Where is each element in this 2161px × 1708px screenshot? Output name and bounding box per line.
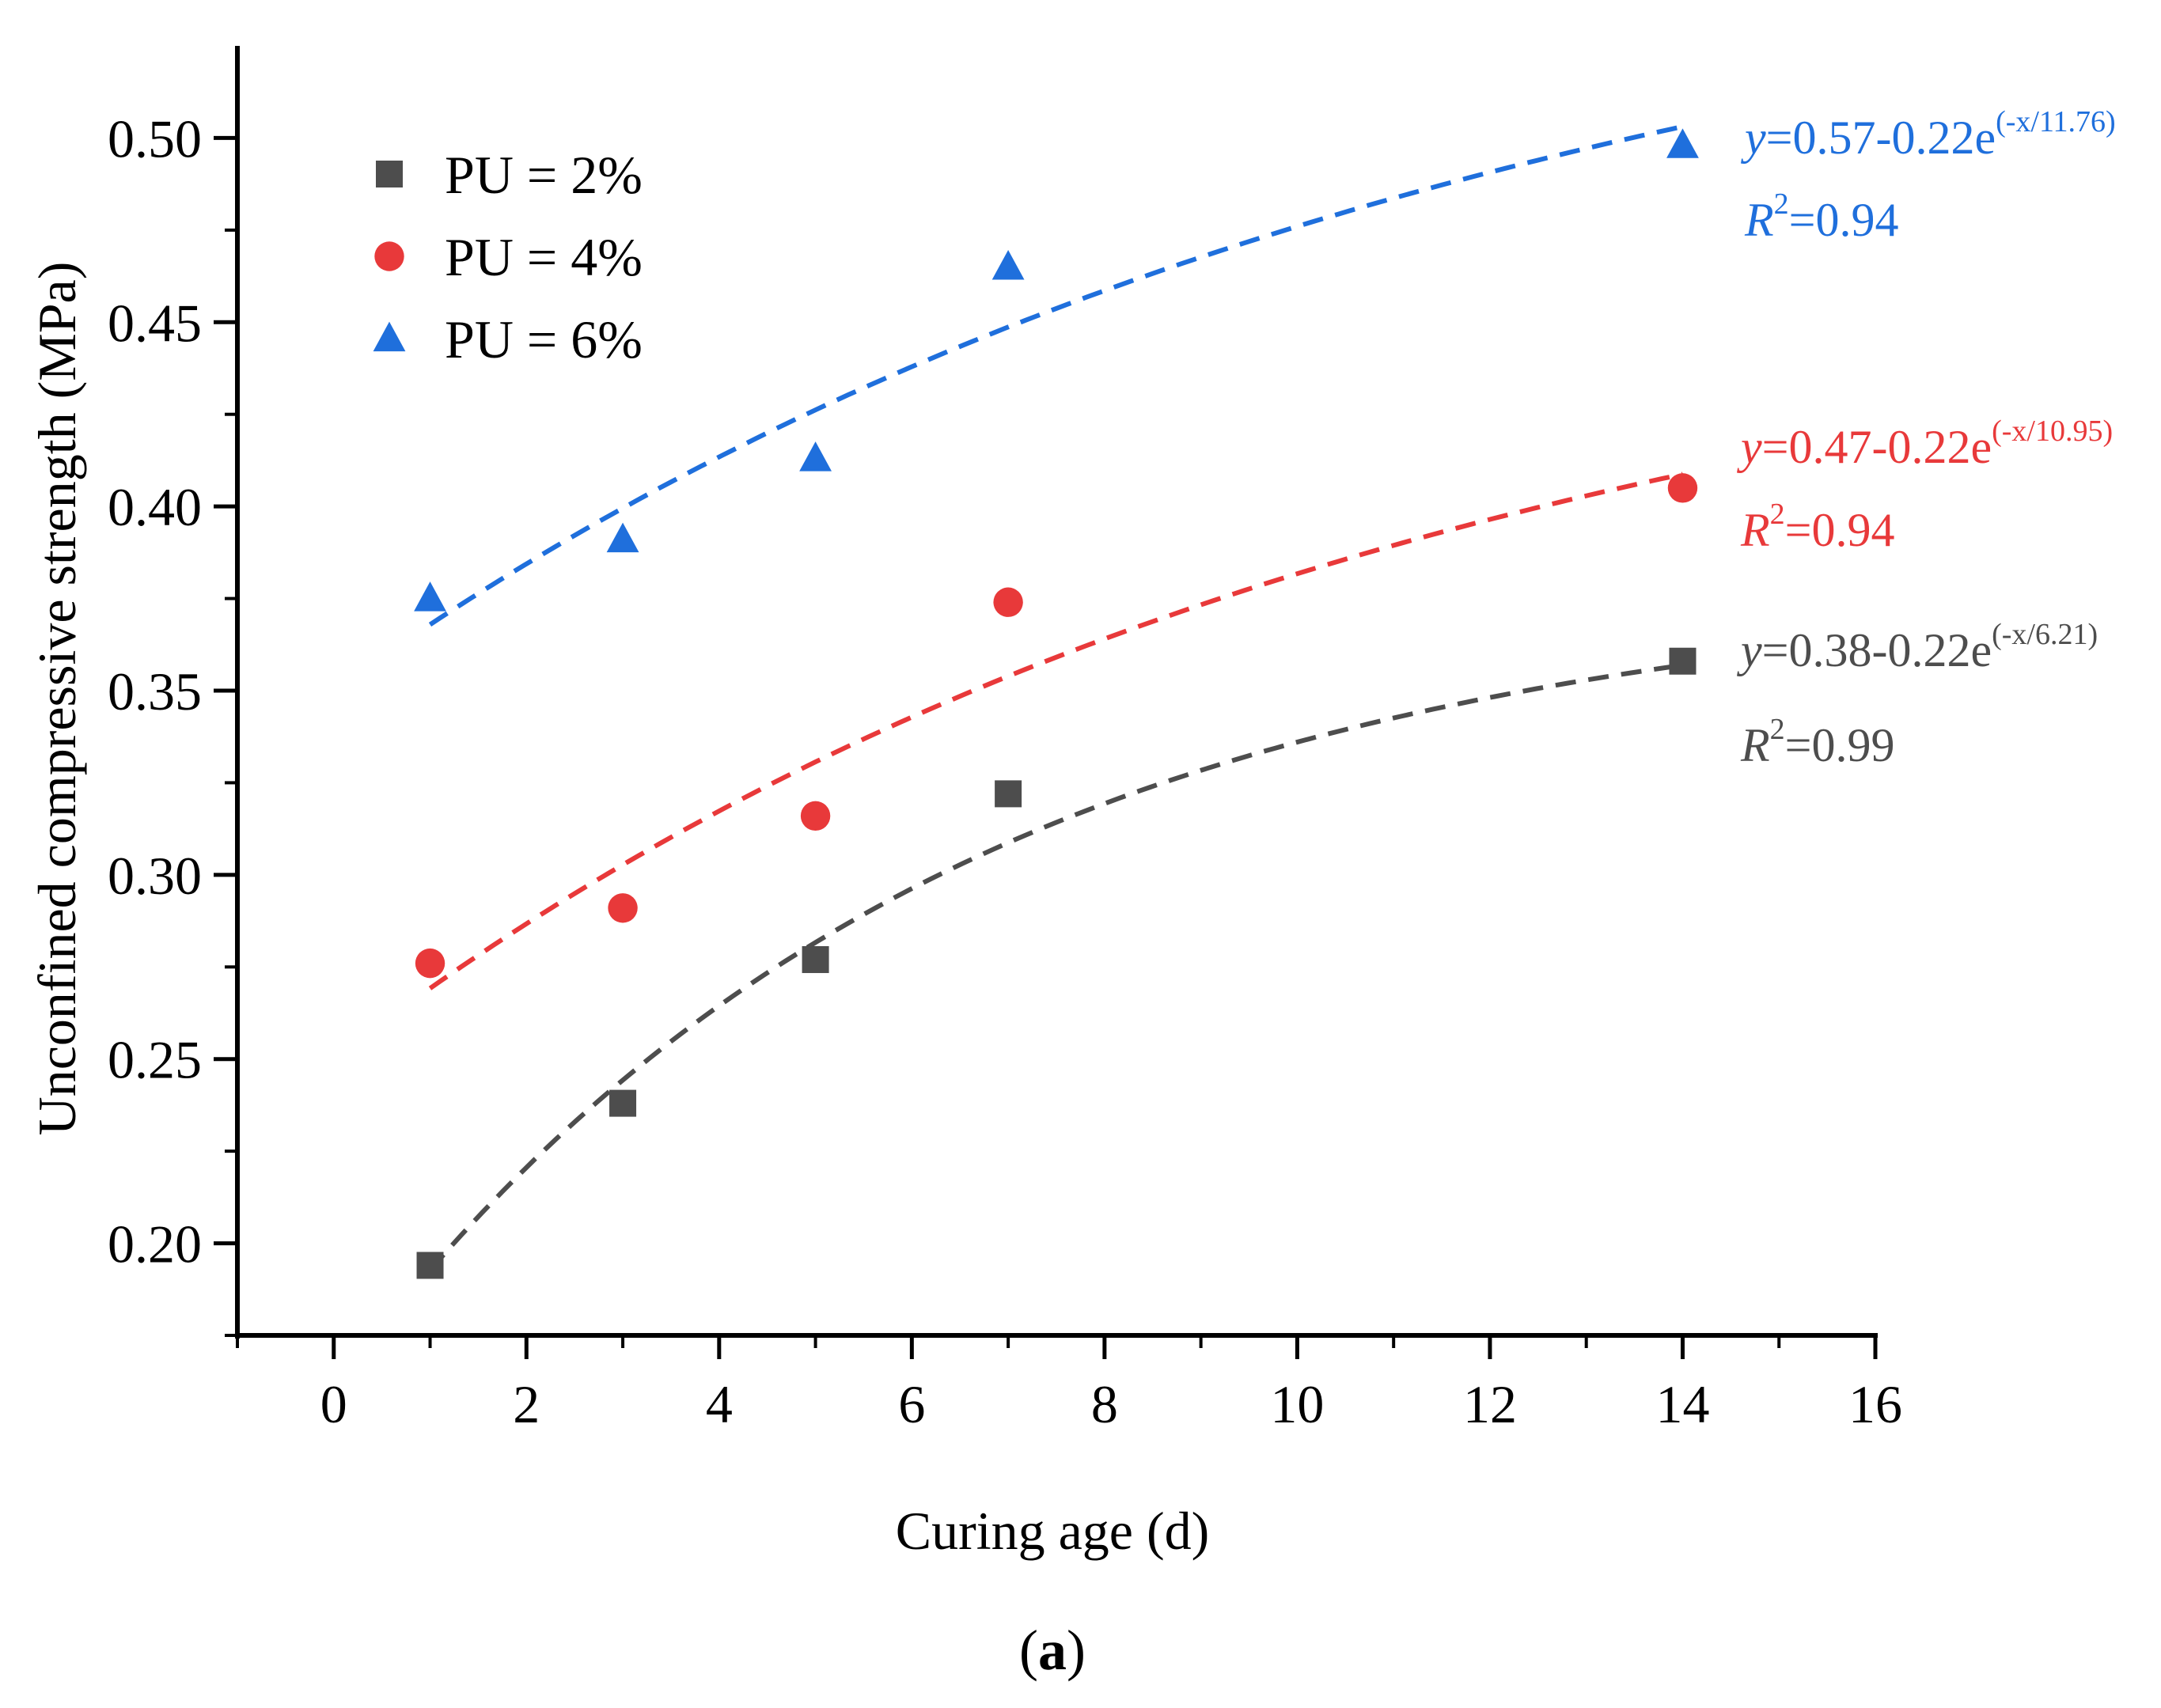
data-point — [993, 587, 1023, 617]
r-squared: R2=0.94 — [1740, 498, 1895, 556]
r-squared: R2=0.94 — [1744, 187, 1899, 246]
text-span: 2 — [1770, 498, 1785, 531]
data-point — [608, 893, 638, 923]
text-span: (-x/6.21) — [1992, 618, 2098, 651]
fit-equation: y=0.57-0.22e(-x/11.76) — [1740, 105, 2116, 164]
y-axis-title: Unconfined compressive strength (MPa) — [27, 262, 87, 1136]
fit-curve-line — [428, 662, 1683, 1272]
legend-label: PU = 4% — [445, 227, 643, 287]
legend-marker — [374, 241, 404, 271]
data-point — [800, 801, 831, 831]
data-point — [606, 522, 639, 553]
text-span: y — [1740, 112, 1766, 164]
text-span: 2 — [1774, 187, 1789, 221]
text-span: R — [1744, 194, 1774, 246]
y-tick-label: 0.50 — [108, 108, 202, 169]
x-tick-label: 4 — [706, 1374, 733, 1434]
text-span: =0.94 — [1785, 504, 1895, 556]
y-tick-label: 0.25 — [108, 1030, 202, 1090]
y-tick-label: 0.30 — [108, 846, 202, 906]
r-squared: R2=0.99 — [1740, 713, 1895, 771]
text-span: R — [1740, 719, 1770, 771]
legend-marker — [376, 161, 403, 187]
text-span: y — [1736, 624, 1762, 676]
data-point — [995, 780, 1022, 808]
data-point — [802, 945, 829, 973]
x-axis-title: Curing age (d) — [896, 1501, 1210, 1561]
text-span: R — [1740, 504, 1770, 556]
data-point — [416, 1252, 444, 1279]
text-span: =0.94 — [1789, 194, 1899, 246]
data-point — [991, 250, 1025, 280]
x-tick-label: 0 — [320, 1374, 347, 1434]
x-tick-label: 14 — [1655, 1374, 1709, 1434]
data-point — [415, 948, 445, 979]
data-point — [1667, 473, 1698, 503]
x-tick-label: 16 — [1848, 1374, 1902, 1434]
text-span: (-x/10.95) — [1992, 415, 2113, 448]
fit-equation: y=0.38-0.22e(-x/6.21) — [1736, 618, 2098, 676]
text-span: 2 — [1770, 713, 1785, 746]
x-tick-label: 2 — [513, 1374, 540, 1434]
text-span: =0.38-0.22e — [1762, 624, 1992, 676]
text-span: =0.57-0.22e — [1766, 112, 1996, 164]
data-point — [1669, 647, 1697, 675]
data-point — [799, 441, 832, 471]
text-span: =0.47-0.22e — [1762, 421, 1992, 473]
x-tick-label: 12 — [1463, 1374, 1517, 1434]
legend-marker — [373, 321, 406, 352]
data-point — [1666, 128, 1699, 158]
y-tick-label: 0.45 — [108, 293, 202, 353]
fit-equation: y=0.47-0.22e(-x/10.95) — [1736, 415, 2113, 473]
x-tick-label: 6 — [898, 1374, 925, 1434]
y-tick-label: 0.40 — [108, 477, 202, 537]
text-span: ( — [1019, 1619, 1038, 1682]
x-tick-label: 8 — [1091, 1374, 1118, 1434]
x-tick-label: 10 — [1270, 1374, 1324, 1434]
fit-curve-line — [428, 124, 1684, 627]
y-tick-label: 0.35 — [108, 661, 202, 721]
text-span: ) — [1067, 1619, 1086, 1682]
text-span: y — [1736, 421, 1762, 473]
text-span: (-x/11.76) — [1996, 105, 2116, 138]
text-span: a — [1038, 1619, 1067, 1682]
panel-label: (a) — [1019, 1619, 1086, 1682]
y-tick-label: 0.20 — [108, 1214, 202, 1274]
legend-label: PU = 6% — [445, 309, 643, 369]
text-span: =0.99 — [1785, 719, 1895, 771]
fit-curve-line — [428, 471, 1684, 990]
legend-label: PU = 2% — [445, 145, 643, 205]
data-point — [414, 581, 446, 612]
data-point — [609, 1089, 637, 1117]
